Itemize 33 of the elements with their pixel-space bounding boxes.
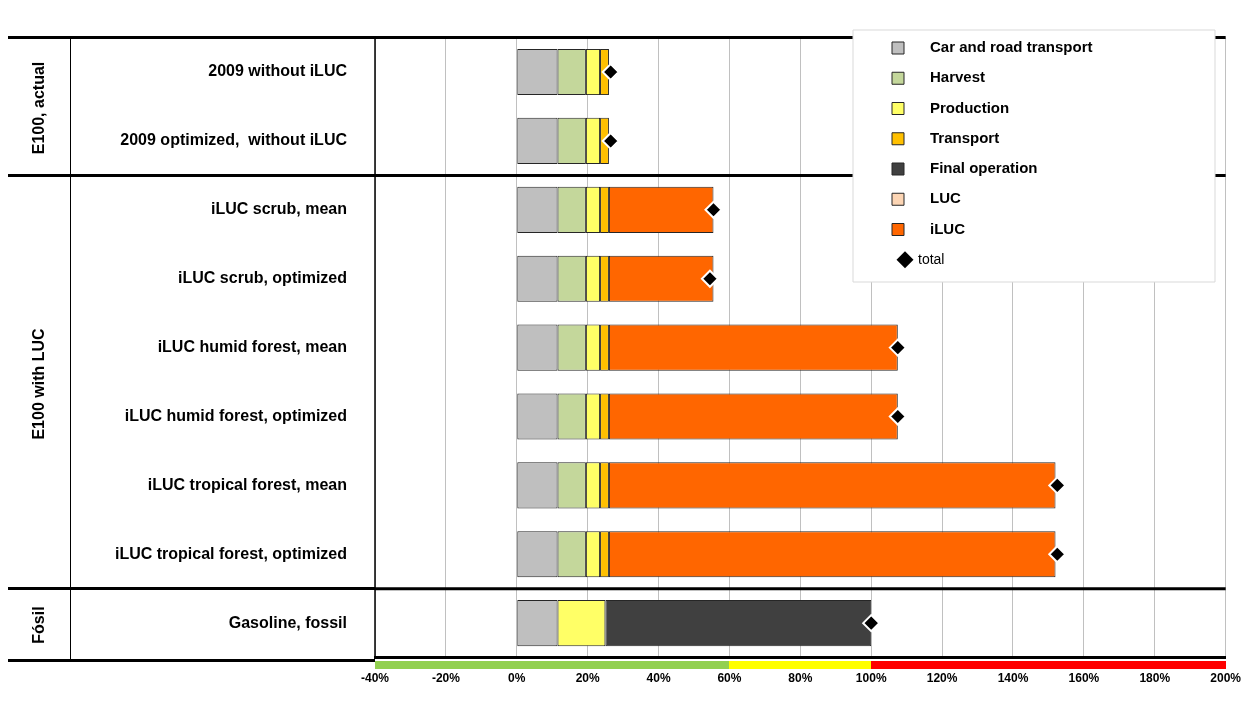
y-tick-label: iLUC scrub, optimized bbox=[178, 269, 347, 287]
legend-label: LUC bbox=[930, 189, 961, 207]
text: Fósil bbox=[30, 605, 48, 644]
y-tick-label: Gasoline, fossil bbox=[228, 613, 347, 631]
y-tick-label: 2009 without iLUC bbox=[208, 62, 348, 80]
y-tick-label: iLUC tropical forest, mean bbox=[147, 475, 347, 493]
x-tick-label: 180% bbox=[1139, 671, 1171, 686]
y-tick-label: iLUC humid forest, mean bbox=[157, 338, 347, 356]
legend-label: iLUC bbox=[930, 219, 966, 237]
x-tick-label: 160% bbox=[1068, 671, 1100, 686]
y-tick-label: iLUC scrub, mean bbox=[210, 200, 347, 218]
x-tick-label: -40% bbox=[360, 671, 390, 686]
legend-label: total bbox=[918, 250, 945, 267]
x-tick-label: 120% bbox=[926, 671, 958, 686]
y-tick-label: iLUC humid forest, optimized bbox=[124, 406, 347, 424]
legend-label: Final operation bbox=[930, 159, 1038, 177]
x-tick-label: -20% bbox=[431, 671, 461, 686]
text: E100 with LUC bbox=[30, 327, 48, 440]
y-tick-label: iLUC tropical forest, optimized bbox=[114, 544, 347, 562]
x-tick-label: 20% bbox=[575, 671, 600, 686]
x-tick-label: 200% bbox=[1210, 671, 1242, 686]
legend-label: Transport bbox=[930, 128, 1000, 146]
legend-label: Car and road transport bbox=[930, 38, 1093, 56]
x-tick-label: 80% bbox=[788, 671, 813, 686]
legend-label: Harvest bbox=[930, 68, 986, 86]
x-tick-label: 100% bbox=[855, 671, 887, 686]
x-tick-label: 140% bbox=[997, 671, 1029, 686]
text: E100, actual bbox=[30, 61, 48, 155]
x-tick-label: 0% bbox=[508, 671, 526, 686]
legend-label: Production bbox=[930, 98, 1010, 116]
x-tick-label: 40% bbox=[646, 671, 671, 686]
x-tick-label: 60% bbox=[717, 671, 742, 686]
y-tick-label: 2009 optimized, without iLUC bbox=[120, 131, 348, 149]
